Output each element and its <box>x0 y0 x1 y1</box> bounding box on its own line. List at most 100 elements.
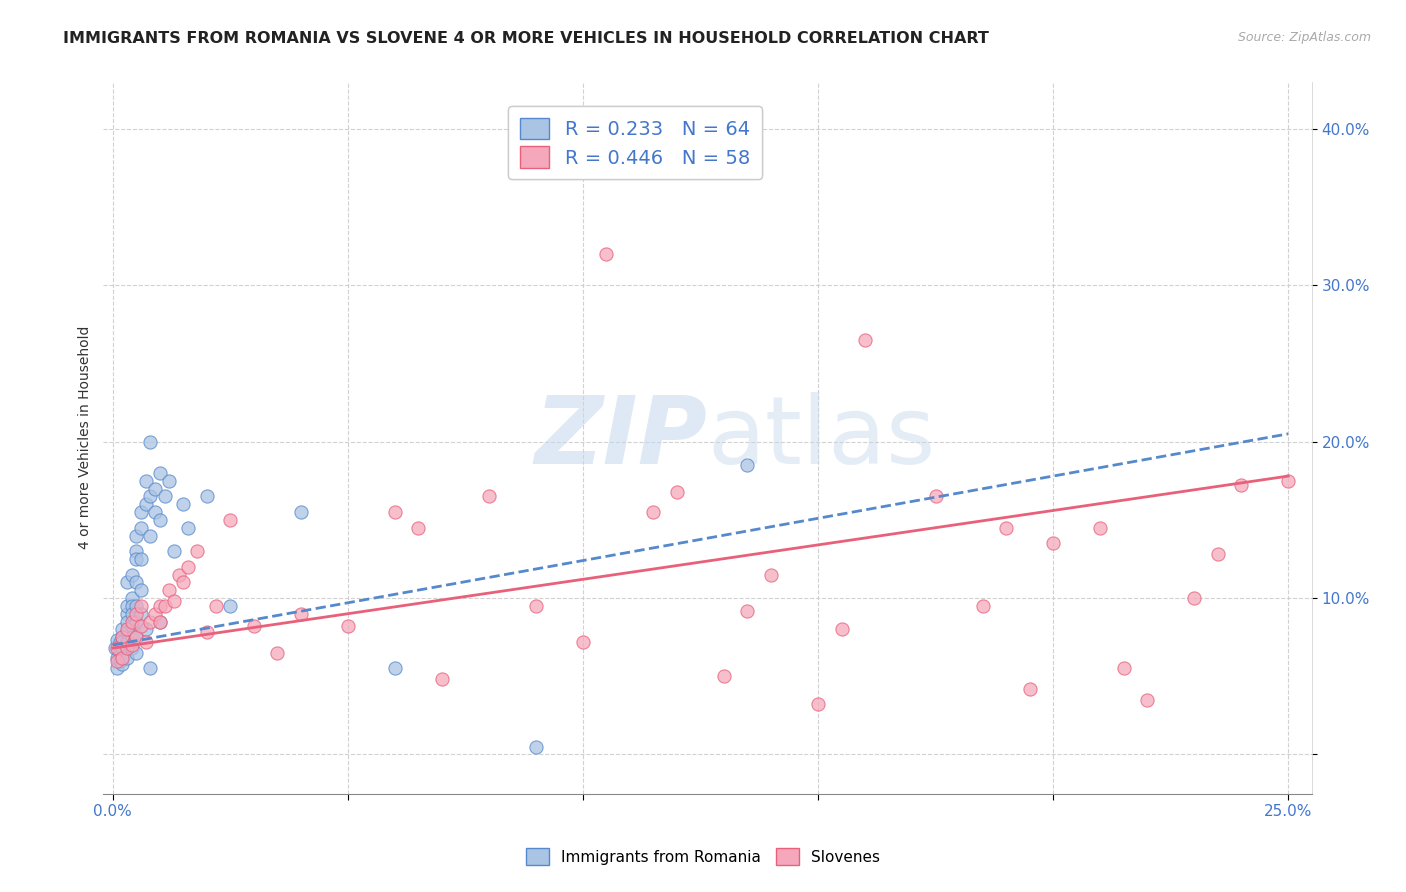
Point <box>115 599 138 613</box>
Point <box>972 599 994 613</box>
Point <box>524 739 547 754</box>
Point <box>107 654 129 668</box>
Point <box>1206 547 1229 561</box>
Text: atlas: atlas <box>707 392 936 483</box>
Point <box>121 638 143 652</box>
Point <box>108 635 131 649</box>
Point <box>1277 474 1299 488</box>
Point <box>195 625 218 640</box>
Point <box>111 630 134 644</box>
Point <box>153 490 176 504</box>
Point <box>125 599 148 613</box>
Point <box>167 567 190 582</box>
Point <box>111 635 134 649</box>
Point <box>139 615 162 629</box>
Point <box>129 599 152 613</box>
Point <box>219 513 242 527</box>
Point <box>924 490 946 504</box>
Point <box>737 604 759 618</box>
Point <box>384 505 406 519</box>
Point <box>125 552 148 566</box>
Point <box>172 497 194 511</box>
Point <box>1088 521 1111 535</box>
Point <box>135 623 157 637</box>
Point <box>1136 692 1159 706</box>
Point <box>111 630 134 644</box>
Point <box>121 591 143 605</box>
Point <box>115 623 138 637</box>
Point <box>125 646 148 660</box>
Point <box>139 434 162 449</box>
Point <box>108 646 131 660</box>
Point <box>111 623 134 637</box>
Legend: R = 0.233   N = 64, R = 0.446   N = 58: R = 0.233 N = 64, R = 0.446 N = 58 <box>509 106 762 179</box>
Point <box>713 669 735 683</box>
Point <box>1182 591 1205 605</box>
Point <box>111 650 134 665</box>
Point <box>163 544 186 558</box>
Point <box>121 567 143 582</box>
Point <box>125 630 148 644</box>
Point <box>995 521 1018 535</box>
Point <box>408 521 430 535</box>
Point <box>243 619 266 633</box>
Point <box>125 544 148 558</box>
Point <box>172 575 194 590</box>
Point <box>107 661 129 675</box>
Point <box>143 482 166 496</box>
Point <box>153 599 176 613</box>
Point <box>157 583 180 598</box>
Point <box>595 247 617 261</box>
Y-axis label: 4 or more Vehicles in Household: 4 or more Vehicles in Household <box>79 326 93 549</box>
Point <box>111 641 134 656</box>
Point <box>643 505 665 519</box>
Point <box>115 641 138 656</box>
Point <box>115 635 138 649</box>
Point <box>177 559 200 574</box>
Point <box>107 633 129 648</box>
Point <box>121 641 143 656</box>
Point <box>853 333 876 347</box>
Point <box>115 615 138 629</box>
Point <box>129 607 152 621</box>
Point <box>139 490 162 504</box>
Text: IMMIGRANTS FROM ROMANIA VS SLOVENE 4 OR MORE VEHICLES IN HOUSEHOLD CORRELATION C: IMMIGRANTS FROM ROMANIA VS SLOVENE 4 OR … <box>63 31 990 46</box>
Point <box>143 505 166 519</box>
Point <box>125 575 148 590</box>
Point <box>129 619 152 633</box>
Point <box>143 607 166 621</box>
Point <box>290 505 312 519</box>
Point <box>290 607 312 621</box>
Point <box>430 673 453 687</box>
Point <box>149 513 172 527</box>
Point <box>149 615 172 629</box>
Point <box>163 594 186 608</box>
Point <box>219 599 242 613</box>
Point <box>107 650 129 665</box>
Point <box>115 575 138 590</box>
Point <box>135 474 157 488</box>
Point <box>115 607 138 621</box>
Point <box>157 474 180 488</box>
Point <box>149 599 172 613</box>
Point <box>384 661 406 675</box>
Point <box>129 505 152 519</box>
Point <box>129 552 152 566</box>
Point <box>1112 661 1135 675</box>
Point <box>572 635 595 649</box>
Point <box>125 630 148 644</box>
Point <box>121 619 143 633</box>
Point <box>195 490 218 504</box>
Point <box>129 583 152 598</box>
Point <box>665 484 688 499</box>
Point <box>111 650 134 665</box>
Point <box>177 521 200 535</box>
Point <box>115 650 138 665</box>
Point <box>266 646 288 660</box>
Point <box>807 698 830 712</box>
Point <box>115 625 138 640</box>
Point <box>129 521 152 535</box>
Point <box>125 528 148 542</box>
Point <box>336 619 359 633</box>
Legend: Immigrants from Romania, Slovenes: Immigrants from Romania, Slovenes <box>520 842 886 871</box>
